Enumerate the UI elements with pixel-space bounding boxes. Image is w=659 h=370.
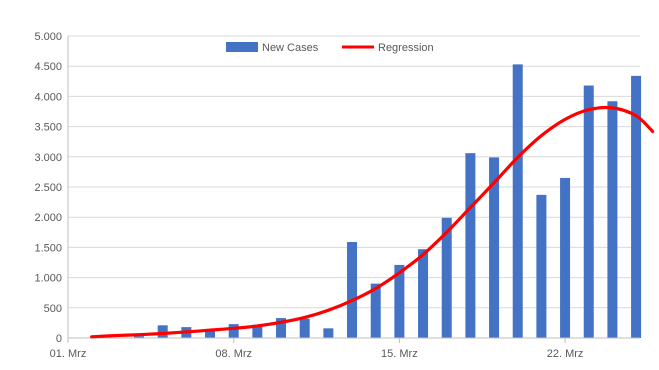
x-tick-labels: 01. Mrz 08. Mrz 15. Mrz 22. Mrz [50, 338, 584, 360]
bar-new-cases [394, 264, 405, 338]
y-tick-label: 3.500 [34, 122, 62, 134]
bar-new-cases [465, 153, 476, 338]
legend-new-cases-label: New Cases [262, 42, 319, 54]
x-tick-label: 01. Mrz [50, 348, 87, 360]
y-tick-label: 5.000 [34, 31, 62, 43]
bar-new-cases [347, 241, 358, 338]
bar-new-cases [299, 318, 310, 338]
x-tick-label: 08. Mrz [215, 348, 252, 360]
gridlines [68, 35, 640, 309]
bar-new-cases [370, 283, 381, 338]
legend-regression-label: Regression [378, 42, 434, 54]
bar-new-cases [205, 330, 216, 338]
y-tick-label: 500 [44, 303, 62, 315]
y-tick-label: 2.000 [34, 212, 62, 224]
y-tick-label: 1.500 [34, 242, 62, 254]
x-tick-label: 15. Mrz [381, 348, 418, 360]
bar-new-cases [228, 324, 239, 338]
y-tick-label: 2.500 [34, 182, 62, 194]
bar-new-cases [560, 177, 571, 338]
y-tick-label: 4.000 [34, 91, 62, 103]
y-tick-label: 0 [56, 333, 62, 345]
bar-new-cases [583, 85, 594, 338]
bar-new-cases [418, 249, 429, 338]
bar-new-cases [631, 75, 642, 338]
bar-new-cases [157, 325, 168, 338]
bar-new-cases [276, 318, 287, 338]
y-tick-label: 4.500 [34, 61, 62, 73]
axes [67, 36, 640, 339]
y-tick-labels: 0 500 1.000 1.500 2.000 2.500 3.000 3.500 4.000 4… [34, 31, 62, 345]
bar-new-cases [323, 328, 334, 338]
y-tick-label: 3.000 [34, 152, 62, 164]
bar-new-cases [441, 217, 452, 338]
legend: New Cases Regression [226, 42, 434, 54]
bar-new-cases [134, 336, 145, 338]
x-tick-label: 22. Mrz [547, 348, 584, 360]
regression-line [90, 105, 655, 339]
bar-new-cases [252, 324, 263, 338]
bar-new-cases [536, 194, 547, 338]
regression-series [90, 105, 655, 339]
bar-new-cases [512, 64, 523, 338]
bar-new-cases [607, 101, 618, 339]
legend-new-cases-swatch [226, 42, 258, 52]
bar-series [110, 64, 642, 339]
bar-new-cases [489, 157, 500, 338]
y-tick-label: 1.000 [34, 273, 62, 285]
